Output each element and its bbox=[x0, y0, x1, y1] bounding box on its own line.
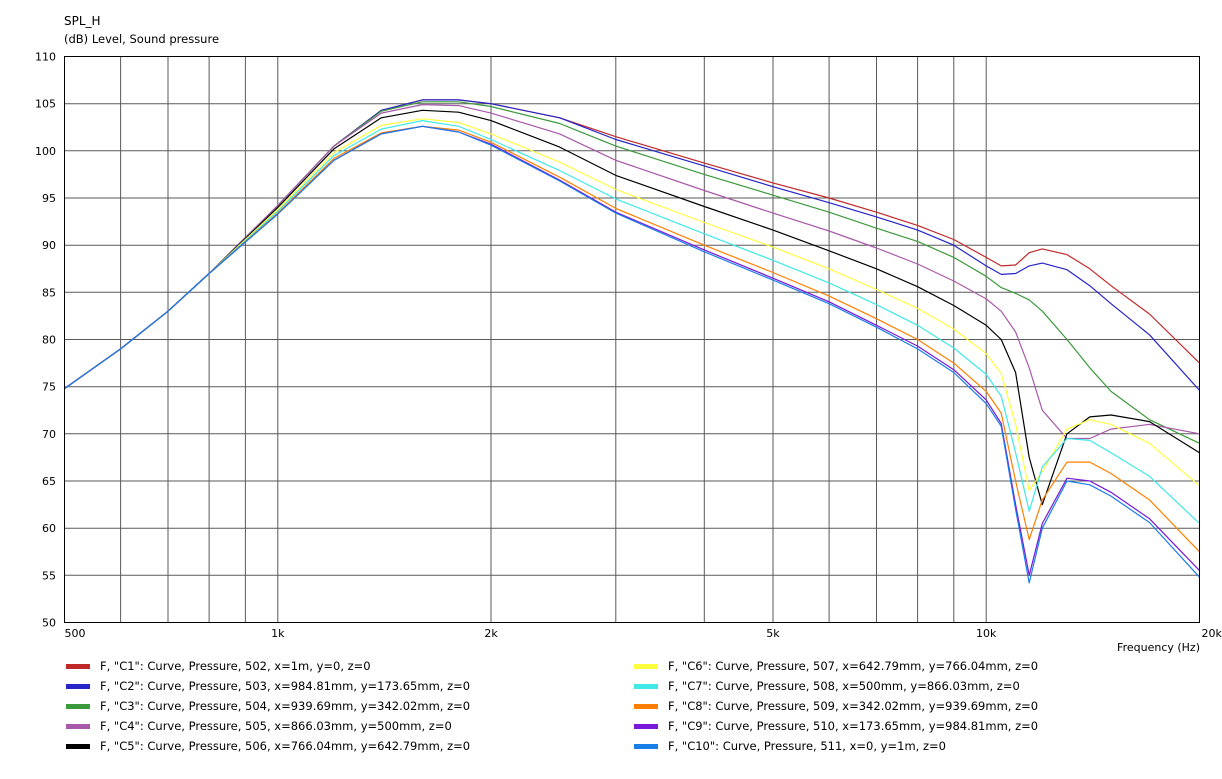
curve-c3 bbox=[64, 101, 1200, 444]
y-axis-label: (dB) Level, Sound pressure bbox=[64, 32, 219, 46]
y-tick-label: 75 bbox=[42, 381, 56, 394]
curve-c9 bbox=[64, 125, 1200, 576]
curve-c10 bbox=[64, 125, 1200, 584]
curve-c7 bbox=[64, 120, 1200, 524]
y-tick-label: 80 bbox=[42, 334, 56, 347]
curve-c8 bbox=[64, 125, 1200, 553]
chart-title: SPL_H bbox=[64, 14, 101, 28]
y-tick-label: 50 bbox=[42, 617, 56, 630]
curve-c6 bbox=[64, 118, 1200, 491]
plot-frame bbox=[64, 56, 1200, 623]
x-tick-labels: 500 1k 2k 5k 10k 20k bbox=[65, 627, 1222, 640]
y-tick-label: 70 bbox=[42, 428, 56, 441]
y-tick-label: 90 bbox=[42, 239, 56, 252]
curve-c1 bbox=[64, 99, 1200, 390]
x-tick-label: 1k bbox=[271, 627, 285, 640]
y-tick-label: 85 bbox=[42, 286, 56, 299]
y-tick-label: 105 bbox=[35, 98, 56, 111]
y-tick-label: 95 bbox=[42, 192, 56, 205]
curves bbox=[64, 99, 1200, 584]
x-tick-label: 20k bbox=[1202, 627, 1222, 640]
y-tick-label: 110 bbox=[35, 51, 56, 64]
y-tick-label: 60 bbox=[42, 522, 56, 535]
y-tick-labels: 110 105 100 95 90 85 80 75 70 65 60 55 50 bbox=[35, 51, 56, 630]
y-tick-label: 65 bbox=[42, 475, 56, 488]
curve-c4 bbox=[64, 104, 1200, 440]
x-tick-label: 500 bbox=[65, 627, 86, 640]
curve-c5 bbox=[64, 109, 1200, 506]
y-tick-label: 55 bbox=[42, 569, 56, 582]
y-tick-label: 100 bbox=[35, 145, 56, 158]
x-tick-label: 5k bbox=[766, 627, 780, 640]
x-axis-label: Frequency (Hz) bbox=[1117, 641, 1200, 654]
x-tick-label: 10k bbox=[976, 627, 997, 640]
x-tick-label: 2k bbox=[484, 627, 498, 640]
